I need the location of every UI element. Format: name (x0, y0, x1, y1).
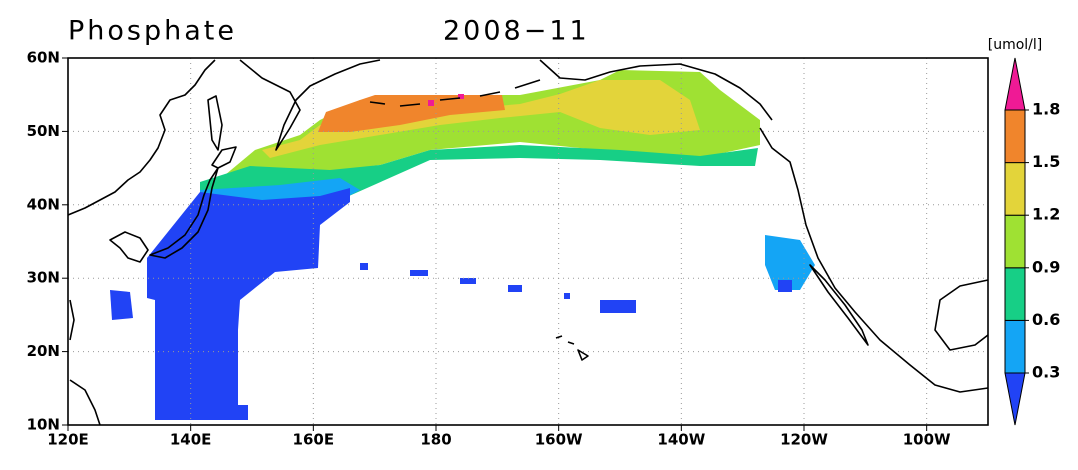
coast-alaska (539, 59, 773, 121)
lon-tick-label: 160E (293, 431, 335, 449)
field-region (110, 290, 133, 320)
colorbar-label: 1.8 (1032, 100, 1060, 119)
lon-tick-label: 120W (780, 431, 828, 449)
lat-tick-label: 30N (27, 269, 60, 287)
lon-tick-label: 120E (47, 431, 89, 449)
title: Phosphate (68, 16, 237, 47)
coastlines (67, 59, 989, 426)
field-region (262, 80, 700, 158)
lon-tick-label: 180 (420, 431, 451, 449)
colorbar-segment (1004, 109, 1026, 164)
colorbar-label: 0.9 (1032, 257, 1060, 276)
coast-north-america (759, 127, 989, 393)
coast-asia (67, 59, 216, 216)
colorbar-segment (1004, 162, 1026, 216)
coast-mexico-gulf (934, 279, 989, 351)
lat-tick-label: 50N (27, 122, 60, 140)
field-region (765, 235, 815, 290)
coast-kamchatka (239, 59, 381, 151)
field-region (428, 100, 434, 106)
field-region (564, 293, 570, 299)
coast-sakhalin (207, 95, 223, 151)
colorbar-segment (1004, 319, 1026, 374)
colorbar-cap-high (1004, 57, 1026, 111)
subtitle: 2008−11 (443, 16, 590, 47)
colorbar-label: 1.2 (1032, 205, 1060, 224)
lat-tick-label: 10N (27, 416, 60, 434)
lon-tick-label: 160W (535, 431, 583, 449)
coast-aleutians (369, 79, 541, 107)
data-field (110, 70, 815, 420)
colorbar: 0.3 0.6 0.9 1.2 1.5 1.8 (1004, 57, 1060, 426)
coast-korea (109, 231, 149, 263)
coast-philippines (69, 299, 101, 426)
field-region (508, 285, 522, 292)
field-region (410, 270, 428, 276)
coast-baja (809, 264, 869, 346)
colorbar-unit: [umol/l] (988, 37, 1043, 53)
lat-tick-label: 20N (27, 342, 60, 360)
field-region (778, 280, 792, 292)
colorbar-segment (1004, 214, 1026, 269)
lon-tick-label: 100W (903, 431, 951, 449)
field-region (600, 300, 636, 313)
colorbar-label: 0.3 (1032, 363, 1060, 382)
colorbar-label: 1.5 (1032, 152, 1060, 171)
colorbar-segment (1004, 267, 1026, 321)
colorbar-cap-low (1004, 372, 1026, 426)
colorbar-label: 0.6 (1032, 310, 1060, 329)
lat-tick-label: 60N (27, 49, 60, 67)
lon-tick-label: 140W (657, 431, 705, 449)
lat-tick-label: 40N (27, 195, 60, 213)
coast-hokkaido (211, 146, 237, 169)
field-region (147, 188, 350, 420)
field-region (318, 95, 505, 132)
field-region (460, 278, 476, 284)
field-region (360, 263, 368, 270)
lon-tick-label: 140E (170, 431, 212, 449)
map-frame (67, 57, 989, 426)
coast-hawaii (555, 335, 589, 361)
